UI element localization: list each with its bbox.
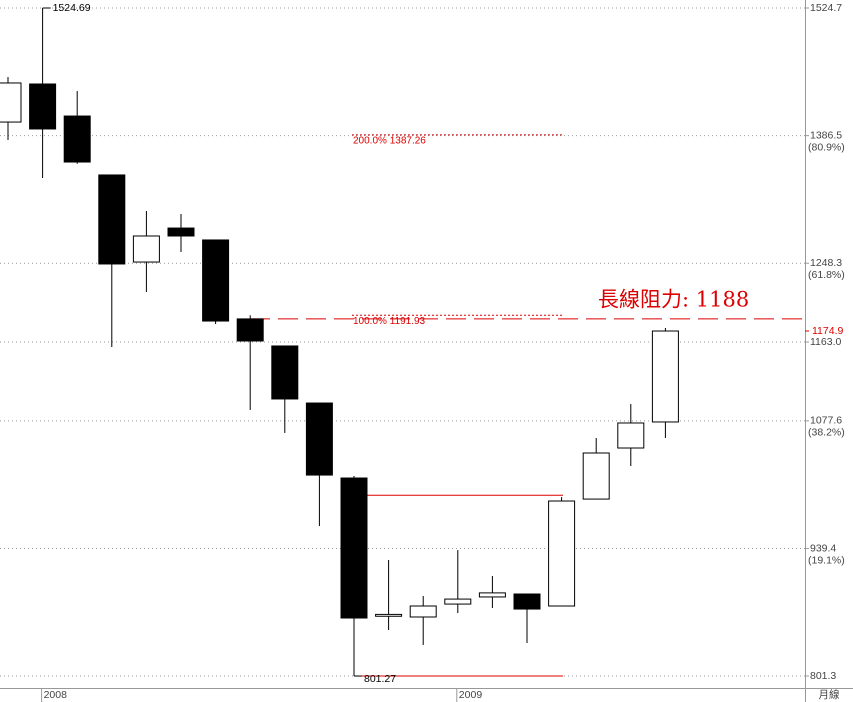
candle-body <box>444 598 472 605</box>
candle-body <box>29 83 57 130</box>
y-tick-sublabel: (80.9%) <box>808 141 845 153</box>
fib-label: 200.0% 1387.26 <box>353 136 426 147</box>
timeframe-label: 月線 <box>819 688 840 701</box>
resistance-label: 長線阻力: 1188 <box>598 287 749 311</box>
candle-body <box>236 318 264 342</box>
candle-body <box>375 613 403 617</box>
y-tick-label: 939.4 <box>810 542 836 554</box>
x-tick-label: 2009 <box>459 689 483 701</box>
candle-body <box>132 235 160 263</box>
candle-body <box>409 605 437 618</box>
y-tick-label: 1524.7 <box>810 2 842 14</box>
candle-body <box>651 330 679 423</box>
candle-body <box>167 227 195 237</box>
y-tick-label: 1163.0 <box>810 336 841 348</box>
candle-body <box>513 593 541 610</box>
y-tick-label: 1077.6 <box>810 415 842 427</box>
candle-body <box>271 345 299 400</box>
candle-body <box>340 477 368 619</box>
candle-body <box>478 592 506 598</box>
candle-body <box>305 402 333 476</box>
x-tick-label: 2008 <box>44 689 68 701</box>
y-tick-sublabel: (38.2%) <box>808 427 845 439</box>
y-tick-sublabel: (61.8%) <box>808 269 845 281</box>
last-price-label: 1174.9 <box>812 325 843 337</box>
candle-body <box>98 174 126 265</box>
fib-label: 100.0% 1191.93 <box>353 316 426 327</box>
y-tick-sublabel: (19.1%) <box>808 554 845 566</box>
extreme-label: 1524.69 <box>53 2 91 14</box>
candle-body <box>0 82 22 123</box>
candle-body <box>617 422 645 449</box>
candle-body <box>202 239 230 322</box>
y-tick-label: 1248.3 <box>810 257 842 269</box>
y-tick-label: 801.3 <box>810 670 836 682</box>
extreme-label: 801.27 <box>364 673 396 685</box>
candle-body <box>63 115 91 163</box>
candle-body <box>582 452 610 500</box>
candle-body <box>548 500 576 607</box>
y-tick-label: 1386.5 <box>810 129 842 141</box>
